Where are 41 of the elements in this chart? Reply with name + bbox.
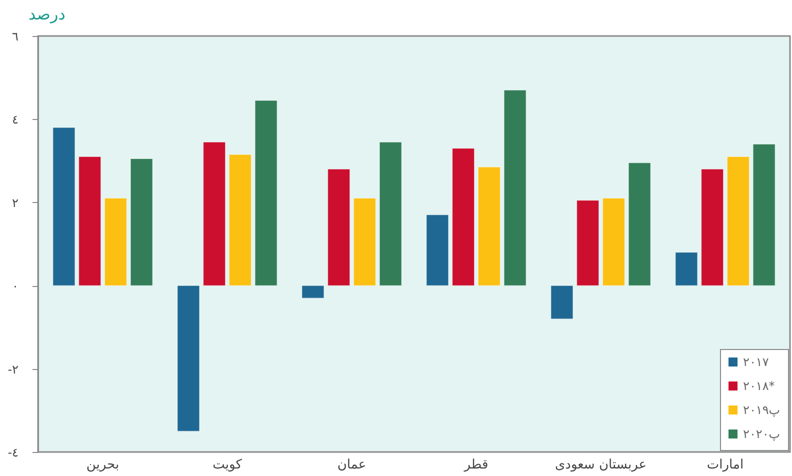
bar — [353, 198, 376, 286]
y-tick-label: ٦ — [12, 30, 18, 44]
bar — [228, 154, 252, 286]
bar — [701, 168, 724, 286]
x-tick-label: کویت — [212, 458, 243, 472]
bar — [328, 168, 350, 286]
bar — [130, 158, 153, 286]
x-tick-label: امارات — [706, 458, 744, 472]
bar — [78, 156, 102, 286]
y-tick-label: ٠ — [12, 279, 18, 294]
bar — [379, 142, 402, 286]
bar — [104, 198, 127, 286]
legend-label: ۲۰۱۷ — [743, 355, 770, 369]
bar — [452, 148, 475, 286]
x-tick-label: عمان — [337, 458, 366, 472]
bar — [550, 285, 574, 320]
bar — [628, 162, 651, 286]
bar — [752, 144, 776, 286]
y-tick-label: -٤ — [8, 446, 18, 460]
bar — [675, 252, 698, 286]
y-tick-label: ٤ — [12, 112, 18, 127]
y-axis-title: درصد — [28, 4, 66, 24]
legend-label: ۲۰۱۹پ — [743, 403, 780, 417]
bar — [504, 90, 526, 286]
legend-label: ۲۰۱۸* — [743, 379, 775, 393]
x-tick-label: قطر — [463, 458, 488, 472]
bar — [302, 285, 324, 298]
x-tick-label: بحرین — [86, 458, 120, 472]
x-tick-label: عربستان سعودی — [554, 458, 647, 472]
bar — [478, 166, 500, 286]
legend-label: ۲۰۲۰پ — [743, 427, 780, 441]
y-tick-label: ٢ — [12, 196, 18, 210]
bar — [426, 214, 449, 286]
bar — [203, 142, 226, 286]
bar — [177, 285, 200, 432]
bar — [576, 200, 600, 286]
bar — [52, 127, 76, 286]
y-tick-label: -٢ — [8, 362, 18, 376]
bar — [254, 100, 278, 286]
bar — [602, 198, 625, 286]
bar — [726, 156, 750, 286]
